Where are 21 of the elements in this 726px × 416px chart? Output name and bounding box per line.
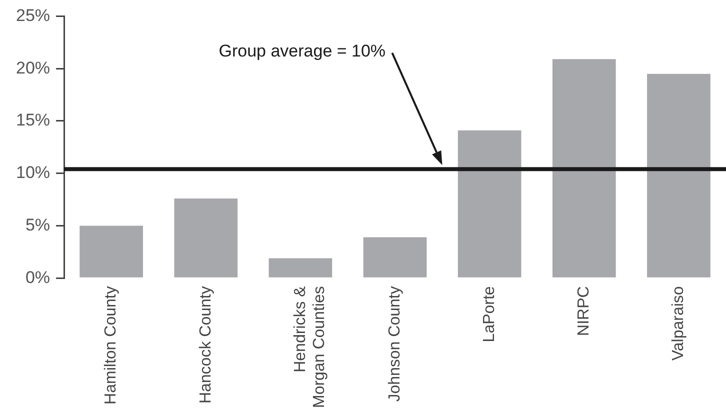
bar bbox=[174, 198, 238, 278]
ref-line-label: Group average = 10% bbox=[218, 42, 386, 61]
x-tick-label: Hendricks & Morgan Counties bbox=[292, 286, 328, 408]
bar bbox=[80, 226, 143, 278]
y-tick-label: 15% bbox=[16, 110, 50, 130]
bar bbox=[647, 74, 710, 278]
y-tick-label: 10% bbox=[16, 163, 50, 182]
y-tick-label: 20% bbox=[16, 58, 50, 78]
x-tick-label: Hancock County bbox=[197, 286, 214, 404]
y-tick-label: 25% bbox=[16, 6, 50, 25]
y-tick-label: 0% bbox=[25, 268, 50, 287]
bar bbox=[552, 59, 616, 278]
y-tick-label: 5% bbox=[25, 215, 50, 234]
bar bbox=[268, 258, 332, 278]
x-tick-label: Johnson County bbox=[386, 286, 404, 402]
x-tick-label: LaPorte bbox=[480, 286, 498, 342]
x-tick-label: Hamilton County bbox=[102, 286, 120, 404]
x-tick-label: Valparaiso bbox=[670, 286, 688, 361]
bar bbox=[363, 237, 427, 278]
x-tick-label: NIRPC bbox=[576, 286, 593, 336]
bar bbox=[458, 130, 522, 278]
